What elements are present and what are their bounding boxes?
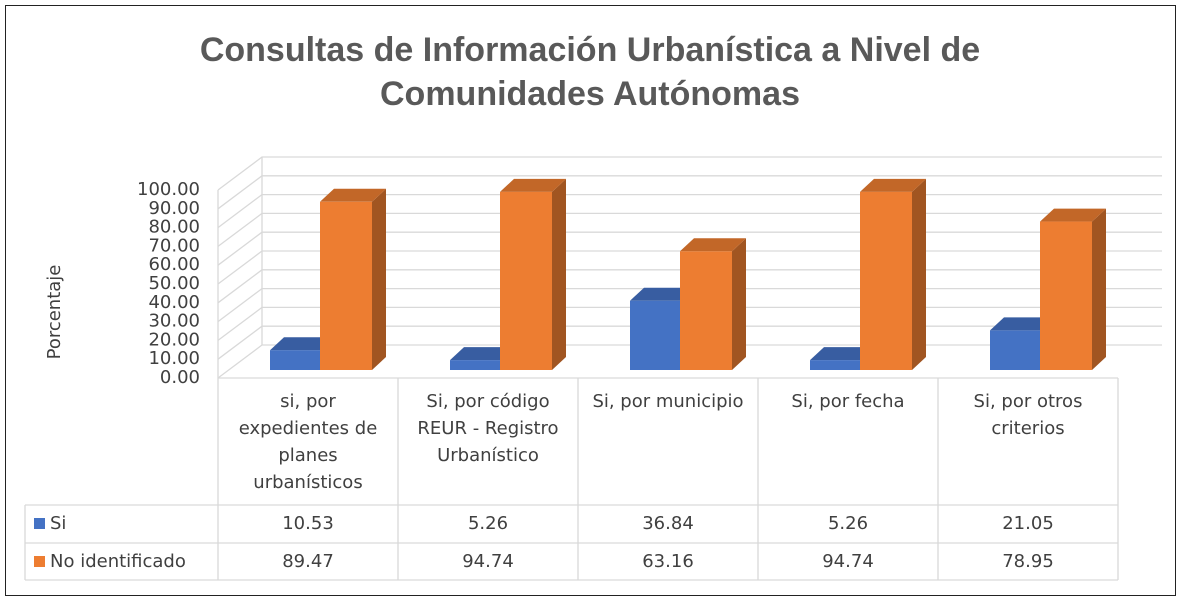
grid-line	[217, 175, 1162, 210]
bar	[500, 191, 552, 370]
legend-key	[34, 518, 45, 529]
bar-top	[500, 178, 566, 192]
legend-label: Si	[50, 513, 67, 534]
table-value: 21.05	[1002, 513, 1054, 534]
bar-top	[810, 347, 874, 361]
bar	[630, 300, 680, 370]
bar	[320, 201, 372, 370]
table-value: 94.74	[822, 551, 874, 572]
table-value: 94.74	[462, 551, 514, 572]
y-tick-label: 20.00	[148, 329, 200, 350]
legend-label: No identificado	[50, 551, 186, 572]
y-tick-label: 100.00	[137, 179, 200, 200]
bar-side	[912, 178, 926, 370]
bar-side	[552, 178, 566, 370]
bar-side	[732, 238, 746, 370]
bar-top	[450, 347, 514, 361]
y-tick-label: 80.00	[148, 217, 200, 238]
chart-title: Consultas de Información Urbanística a N…	[199, 31, 981, 113]
grid-line	[217, 156, 1162, 191]
bar	[990, 330, 1040, 370]
y-axis-label: Porcentaje	[44, 265, 65, 360]
bar-top	[990, 317, 1054, 331]
chart-frame	[5, 5, 1176, 596]
bar-side	[1092, 208, 1106, 370]
y-tick-label: 60.00	[148, 254, 200, 275]
table-value: 36.84	[642, 513, 694, 534]
category-label: Si, por municipio	[592, 391, 744, 412]
bar-top	[270, 337, 334, 351]
bar-top	[680, 238, 746, 252]
category-label: Si, por otros criterios	[973, 391, 1083, 439]
bar-top	[630, 287, 694, 301]
bar	[450, 360, 500, 370]
y-tick-label: 0.00	[160, 367, 200, 388]
table-value: 78.95	[1002, 551, 1054, 572]
bar	[860, 191, 912, 370]
category-label: Si, por código REUR - Registro Urbanísti…	[417, 391, 559, 466]
bar-top	[320, 188, 386, 202]
category-label: si, por expedientes de planes urbanístic…	[238, 391, 378, 493]
y-tick-label: 10.00	[148, 348, 200, 369]
table-value: 89.47	[282, 551, 334, 572]
table-value: 5.26	[827, 513, 869, 534]
bar	[270, 350, 320, 370]
y-tick-label: 50.00	[148, 273, 200, 294]
bar	[810, 360, 860, 370]
table-value: 5.26	[467, 513, 509, 534]
bar	[1040, 221, 1092, 370]
y-tick-label: 90.00	[148, 198, 200, 219]
bar-top	[860, 178, 926, 192]
table-value: 10.53	[282, 513, 334, 534]
bar-top	[1040, 208, 1106, 222]
bar	[680, 251, 732, 370]
y-tick-label: 40.00	[148, 292, 200, 313]
bar-side	[372, 188, 386, 370]
legend-key	[34, 556, 45, 567]
table-value: 63.16	[642, 551, 694, 572]
y-tick-label: 70.00	[148, 235, 200, 256]
y-tick-label: 30.00	[148, 311, 200, 332]
category-label: Si, por fecha	[791, 391, 905, 412]
